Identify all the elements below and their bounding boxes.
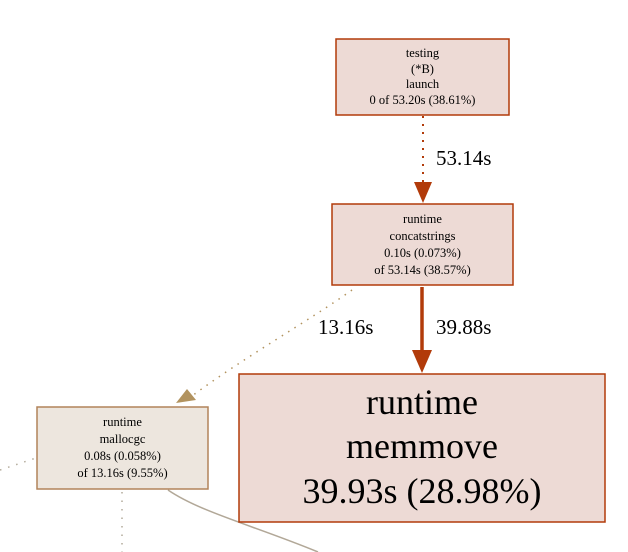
edge-concatstrings-to-memmove[interactable]: 39.88s xyxy=(412,287,491,373)
node-box xyxy=(331,203,514,286)
node-label-cost: 39.93s (28.98%) xyxy=(303,471,542,511)
node-runtime-concatstrings[interactable]: runtime concatstrings 0.10s (0.073%) of … xyxy=(331,203,514,286)
node-label-package: runtime xyxy=(366,382,478,422)
node-runtime-mallocgc[interactable]: runtime mallocgc 0.08s (0.058%) of 13.16… xyxy=(36,406,209,490)
node-label-flat-cost: 0.08s (0.058%) xyxy=(84,449,161,463)
edge-launch-to-concatstrings[interactable]: 53.14s xyxy=(414,116,491,203)
node-label-cost: 0 of 53.20s (38.61%) xyxy=(370,93,476,107)
edge-concatstrings-to-mallocgc[interactable]: 13.16s xyxy=(176,289,373,403)
edge-label-launch-concat: 53.14s xyxy=(436,146,491,170)
node-label-package: testing xyxy=(406,46,440,60)
node-box xyxy=(335,38,510,116)
node-label-function: concatstrings xyxy=(390,229,456,243)
node-box xyxy=(238,373,606,523)
edge-line xyxy=(167,489,319,552)
node-label-package: runtime xyxy=(403,212,442,226)
edge-line xyxy=(0,457,37,471)
edge-in-to-mallocgc-left[interactable] xyxy=(0,457,37,471)
edge-label-concat-memmove: 39.88s xyxy=(436,315,491,339)
edge-arrowhead xyxy=(176,389,196,403)
node-label-cum-cost: of 13.16s (9.55%) xyxy=(77,466,167,480)
edge-arrowhead xyxy=(412,350,432,373)
node-testing-launch[interactable]: testing (*B) launch 0 of 53.20s (38.61%) xyxy=(335,38,510,116)
node-label-flat-cost: 0.10s (0.073%) xyxy=(384,246,461,260)
edge-arrowhead xyxy=(414,182,432,203)
node-label-function: launch xyxy=(406,77,440,91)
edge-mallocgc-out-right[interactable] xyxy=(167,489,319,552)
node-label-function: mallocgc xyxy=(100,432,146,446)
node-runtime-memmove[interactable]: runtime memmove 39.93s (28.98%) xyxy=(238,373,606,523)
node-label-package: runtime xyxy=(103,415,142,429)
node-label-function: memmove xyxy=(346,426,498,466)
node-label-cum-cost: of 53.14s (38.57%) xyxy=(374,263,471,277)
node-label-receiver: (*B) xyxy=(411,62,434,76)
node-box xyxy=(36,406,209,490)
edge-label-concat-mallocgc: 13.16s xyxy=(318,315,373,339)
